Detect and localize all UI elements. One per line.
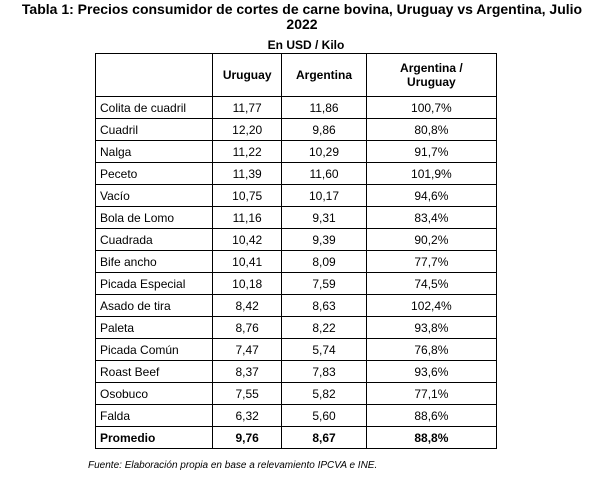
cell-ratio: 74,5% bbox=[365, 272, 498, 295]
header-ratio-line1: Argentina / bbox=[400, 61, 463, 75]
table-body: Colita de cuadril 11,77 11,86 100,7% Cuadril… bbox=[94, 96, 498, 449]
cell-cut: Cuadril bbox=[94, 118, 214, 141]
table-row: Roast Beef 8,37 7,83 93,6% bbox=[94, 360, 498, 383]
cell-argentina: 8,22 bbox=[281, 316, 367, 339]
cell-cut: Cuadrada bbox=[94, 228, 214, 251]
cell-uruguay: 6,32 bbox=[212, 404, 283, 427]
cell-argentina: 11,86 bbox=[281, 96, 367, 119]
table-row: Picada Especial 10,18 7,59 74,5% bbox=[94, 272, 498, 295]
cell-uruguay: 10,42 bbox=[212, 228, 283, 251]
cell-ratio: 100,7% bbox=[365, 96, 498, 119]
table-title: Tabla 1: Precios consumidor de cortes de… bbox=[0, 2, 604, 32]
table-row: Bola de Lomo 11,16 9,31 83,4% bbox=[94, 206, 498, 229]
cell-argentina: 5,74 bbox=[281, 338, 367, 361]
cell-cut: Roast Beef bbox=[94, 360, 214, 383]
cell-argentina: 9,31 bbox=[281, 206, 367, 229]
cell-argentina: 5,82 bbox=[281, 382, 367, 405]
cell-uruguay: 7,47 bbox=[212, 338, 283, 361]
cell-cut: Paleta bbox=[94, 316, 214, 339]
cell-uruguay: 11,39 bbox=[212, 162, 283, 185]
cell-uruguay: 11,16 bbox=[212, 206, 283, 229]
cell-cut: Osobuco bbox=[94, 382, 214, 405]
cell-uruguay: 9,76 bbox=[212, 426, 283, 449]
cell-ratio: 88,6% bbox=[365, 404, 498, 427]
table-title-line2: 2022 bbox=[286, 16, 318, 32]
cell-argentina: 11,60 bbox=[281, 162, 367, 185]
cell-uruguay: 11,77 bbox=[212, 96, 283, 119]
cell-cut: Vacío bbox=[94, 184, 214, 207]
cell-ratio: 76,8% bbox=[365, 338, 498, 361]
cell-uruguay: 10,18 bbox=[212, 272, 283, 295]
cell-argentina: 8,63 bbox=[281, 294, 367, 317]
table-row: Bife ancho 10,41 8,09 77,7% bbox=[94, 250, 498, 273]
header-uruguay: Uruguay bbox=[212, 53, 283, 97]
header-argentina: Argentina bbox=[281, 53, 367, 97]
cell-ratio: 93,6% bbox=[365, 360, 498, 383]
cell-cut: Bife ancho bbox=[94, 250, 214, 273]
table-row: Colita de cuadril 11,77 11,86 100,7% bbox=[94, 96, 498, 119]
cell-cut: Promedio bbox=[94, 426, 214, 449]
header-cut bbox=[94, 53, 214, 97]
cell-ratio: 90,2% bbox=[365, 228, 498, 251]
cell-argentina: 10,17 bbox=[281, 184, 367, 207]
cell-uruguay: 7,55 bbox=[212, 382, 283, 405]
cell-argentina: 7,59 bbox=[281, 272, 367, 295]
cell-argentina: 10,29 bbox=[281, 140, 367, 163]
table-header-row: Uruguay Argentina Argentina / Uruguay bbox=[94, 53, 498, 97]
table-subtitle: En USD / Kilo bbox=[267, 38, 345, 52]
cell-cut: Picada Común bbox=[94, 338, 214, 361]
cell-cut: Bola de Lomo bbox=[94, 206, 214, 229]
cell-ratio: 93,8% bbox=[365, 316, 498, 339]
cell-ratio: 88,8% bbox=[365, 426, 498, 449]
table-row: Asado de tira 8,42 8,63 102,4% bbox=[94, 294, 498, 317]
cell-argentina: 5,60 bbox=[281, 404, 367, 427]
table-row: Peceto 11,39 11,60 101,9% bbox=[94, 162, 498, 185]
header-ratio-line2: Uruguay bbox=[407, 75, 456, 89]
table-row: Osobuco 7,55 5,82 77,1% bbox=[94, 382, 498, 405]
cell-ratio: 80,8% bbox=[365, 118, 498, 141]
table-total-row: Promedio 9,76 8,67 88,8% bbox=[94, 426, 498, 449]
cell-cut: Colita de cuadril bbox=[94, 96, 214, 119]
price-table: Uruguay Argentina Argentina / Uruguay Co… bbox=[94, 53, 498, 449]
cell-cut: Peceto bbox=[94, 162, 214, 185]
cell-argentina: 8,09 bbox=[281, 250, 367, 273]
table-title-line1: Tabla 1: Precios consumidor de cortes de… bbox=[21, 1, 583, 17]
cell-uruguay: 8,42 bbox=[212, 294, 283, 317]
cell-uruguay: 10,75 bbox=[212, 184, 283, 207]
table-row: Nalga 11,22 10,29 91,7% bbox=[94, 140, 498, 163]
table-row: Vacío 10,75 10,17 94,6% bbox=[94, 184, 498, 207]
cell-cut: Nalga bbox=[94, 140, 214, 163]
cell-argentina: 9,39 bbox=[281, 228, 367, 251]
table-row: Falda 6,32 5,60 88,6% bbox=[94, 404, 498, 427]
cell-uruguay: 8,76 bbox=[212, 316, 283, 339]
cell-cut: Falda bbox=[94, 404, 214, 427]
cell-ratio: 83,4% bbox=[365, 206, 498, 229]
cell-uruguay: 8,37 bbox=[212, 360, 283, 383]
cell-cut: Picada Especial bbox=[94, 272, 214, 295]
cell-ratio: 94,6% bbox=[365, 184, 498, 207]
cell-ratio: 77,7% bbox=[365, 250, 498, 273]
cell-ratio: 101,9% bbox=[365, 162, 498, 185]
cell-ratio: 102,4% bbox=[365, 294, 498, 317]
header-ratio: Argentina / Uruguay bbox=[365, 53, 498, 97]
cell-cut: Asado de tira bbox=[94, 294, 214, 317]
cell-argentina: 7,83 bbox=[281, 360, 367, 383]
table-row: Cuadrada 10,42 9,39 90,2% bbox=[94, 228, 498, 251]
table-row: Picada Común 7,47 5,74 76,8% bbox=[94, 338, 498, 361]
table-row: Paleta 8,76 8,22 93,8% bbox=[94, 316, 498, 339]
table-row: Cuadril 12,20 9,86 80,8% bbox=[94, 118, 498, 141]
cell-argentina: 9,86 bbox=[281, 118, 367, 141]
source-note: Fuente: Elaboración propia en base a rel… bbox=[88, 460, 378, 471]
cell-argentina: 8,67 bbox=[281, 426, 367, 449]
cell-uruguay: 12,20 bbox=[212, 118, 283, 141]
cell-ratio: 91,7% bbox=[365, 140, 498, 163]
cell-uruguay: 10,41 bbox=[212, 250, 283, 273]
cell-uruguay: 11,22 bbox=[212, 140, 283, 163]
cell-ratio: 77,1% bbox=[365, 382, 498, 405]
